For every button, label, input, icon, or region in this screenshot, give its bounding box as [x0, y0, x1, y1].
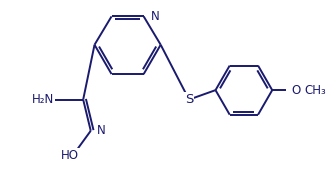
- Text: O: O: [291, 84, 300, 97]
- Text: N: N: [97, 124, 106, 137]
- Text: N: N: [151, 10, 160, 23]
- Text: HO: HO: [61, 149, 79, 162]
- Text: S: S: [185, 93, 193, 106]
- Text: H₂N: H₂N: [31, 93, 54, 106]
- Text: CH₃: CH₃: [304, 84, 326, 97]
